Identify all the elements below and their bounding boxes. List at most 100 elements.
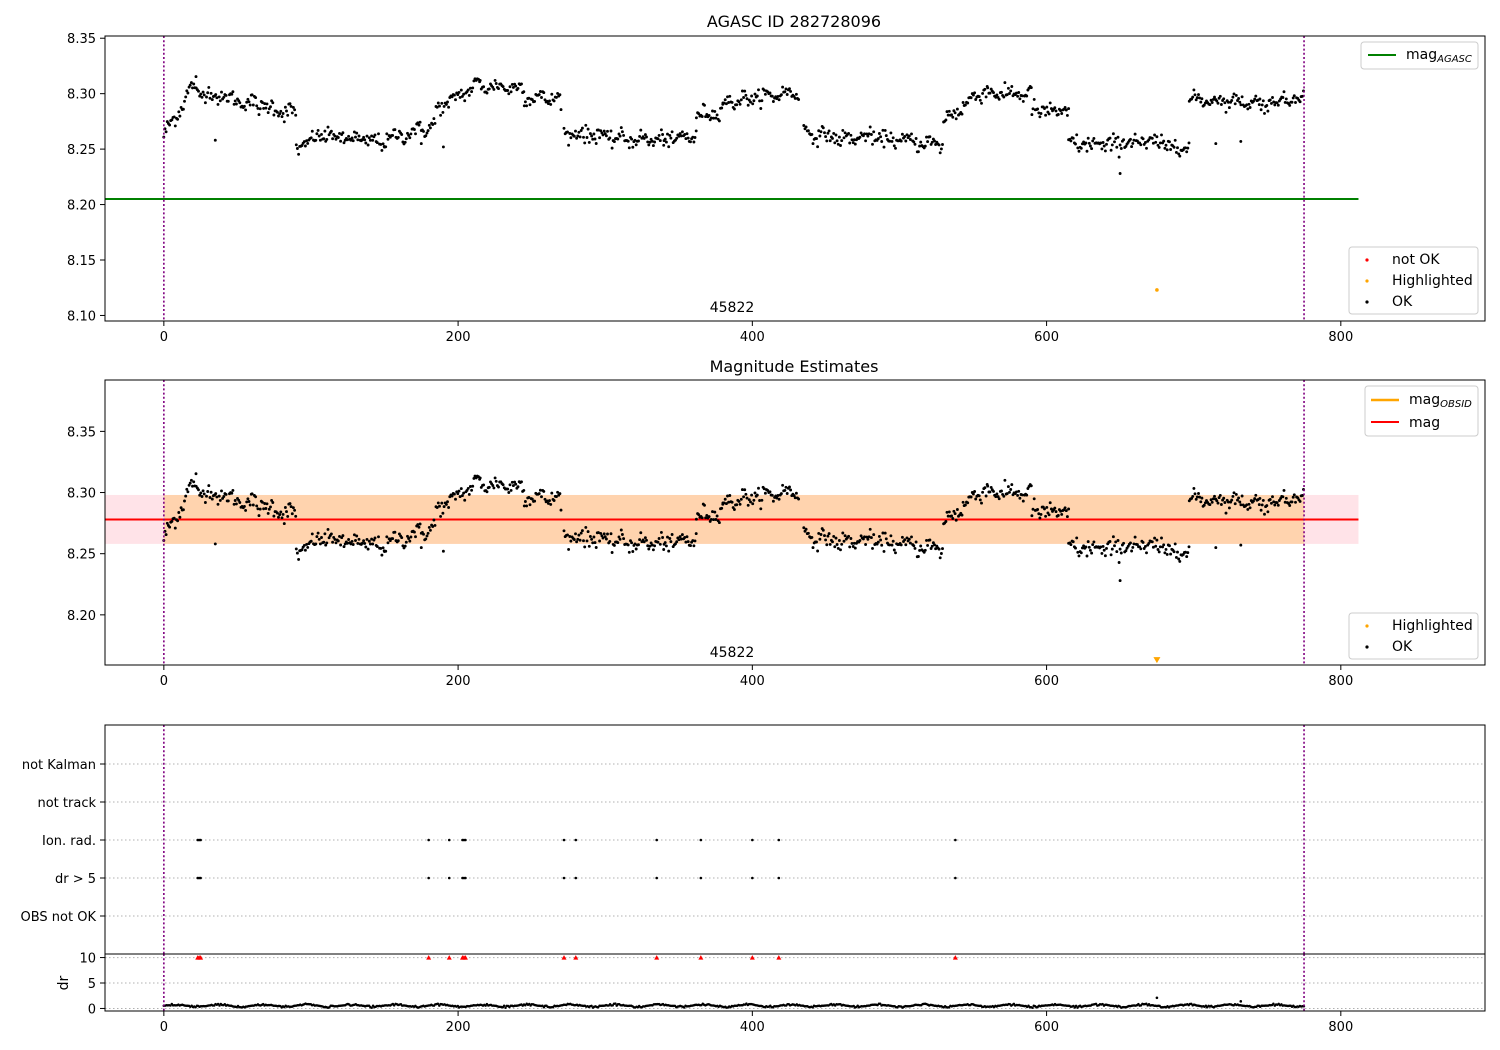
ok-point <box>289 104 293 108</box>
legend-subscript: AGASC <box>1436 54 1472 65</box>
ok-point <box>904 139 908 143</box>
ok-point <box>1117 561 1121 564</box>
ok-point <box>784 87 788 91</box>
ok-point <box>693 136 697 139</box>
ok-point <box>871 546 874 550</box>
ok-point <box>546 102 550 106</box>
ok-point <box>602 129 606 133</box>
ok-point <box>663 541 667 545</box>
ok-point <box>363 541 367 545</box>
ok-point <box>768 91 772 95</box>
ok-point <box>631 145 635 149</box>
ok-point <box>1079 551 1083 555</box>
flag-point <box>751 876 754 880</box>
ok-point <box>622 133 626 137</box>
capped-dr-marker <box>776 955 782 960</box>
ok-point <box>189 81 193 85</box>
ok-point <box>955 107 959 111</box>
capped-dr-marker <box>952 955 958 960</box>
ok-point <box>823 534 826 538</box>
ok-point <box>884 134 888 138</box>
ok-point <box>928 538 932 542</box>
ok-point <box>1008 490 1011 494</box>
ok-point <box>1113 140 1116 144</box>
ok-point <box>244 508 248 512</box>
ok-point <box>938 151 942 155</box>
ok-point <box>1160 536 1163 540</box>
ok-point <box>1059 109 1063 113</box>
ok-point <box>679 537 683 541</box>
ok-point <box>442 104 446 108</box>
ok-point <box>183 99 186 103</box>
ok-point <box>207 484 211 488</box>
ok-point <box>1114 540 1118 544</box>
y-axis-label: dr <box>56 975 72 990</box>
ok-point <box>1226 100 1230 104</box>
ok-point <box>804 527 808 531</box>
y-tick-label: 0 <box>88 1002 96 1017</box>
ok-point <box>294 547 298 551</box>
axes-frame <box>104 35 1486 322</box>
ok-point <box>914 137 918 140</box>
ok-point <box>749 100 752 104</box>
ok-point <box>1258 496 1262 500</box>
ok-point <box>431 123 435 126</box>
ok-point <box>666 132 669 136</box>
ok-point <box>1231 95 1235 99</box>
ok-point <box>691 135 695 139</box>
ok-point <box>744 492 748 496</box>
ok-point <box>675 136 679 140</box>
ok-point <box>637 139 640 143</box>
ok-point <box>1048 101 1052 105</box>
ok-point <box>346 541 349 545</box>
ok-point <box>837 539 841 542</box>
ok-point <box>442 505 446 509</box>
ok-point <box>566 533 569 537</box>
ok-point <box>1043 107 1046 110</box>
ok-point <box>659 128 663 132</box>
ok-point <box>1110 547 1114 551</box>
ok-point <box>1036 508 1040 511</box>
ok-point <box>1049 507 1053 511</box>
ok-point <box>1003 478 1007 482</box>
ok-point <box>639 531 643 535</box>
capped-dr-marker <box>561 955 567 960</box>
ok-point <box>848 141 852 145</box>
ok-point <box>712 116 716 120</box>
ok-point <box>556 490 560 494</box>
ok-point <box>408 539 412 543</box>
ok-point <box>1054 510 1058 514</box>
ok-point <box>714 518 718 521</box>
ok-point <box>441 511 445 515</box>
ok-point <box>1014 91 1018 95</box>
ok-point <box>890 543 894 547</box>
ok-point <box>1236 498 1239 502</box>
ok-point <box>598 136 602 140</box>
ok-point <box>264 106 268 110</box>
ok-point <box>819 130 823 134</box>
ok-point <box>762 487 766 491</box>
ok-point <box>199 92 203 96</box>
ok-point <box>1075 133 1079 137</box>
capped-dr-marker <box>446 955 452 960</box>
ok-point <box>286 113 290 117</box>
ok-point <box>1210 101 1214 104</box>
x-tick-label: 0 <box>160 330 168 345</box>
ok-point <box>1165 552 1169 556</box>
ok-point <box>590 134 594 138</box>
ok-point <box>318 542 322 546</box>
ok-point <box>177 511 181 514</box>
ok-point <box>226 499 230 503</box>
ok-point <box>260 500 264 504</box>
ok-point <box>821 528 825 532</box>
ok-point <box>658 542 662 546</box>
flag-point <box>954 838 957 842</box>
ok-point <box>305 542 309 546</box>
ok-point <box>646 140 650 144</box>
ok-point <box>352 130 356 134</box>
flag-point <box>699 838 703 842</box>
ok-point <box>1174 555 1178 559</box>
ok-point <box>179 506 183 510</box>
ok-point <box>728 94 732 98</box>
ok-point <box>1213 95 1216 99</box>
